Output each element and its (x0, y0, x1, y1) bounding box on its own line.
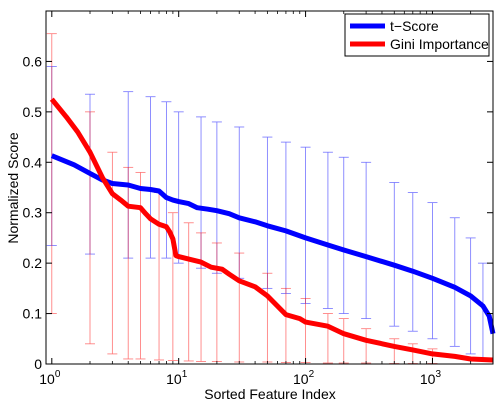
legend-label: t−Score (390, 18, 439, 34)
errorbar-gini (361, 328, 372, 364)
errorbar-t-score (300, 146, 311, 304)
errorbar-t-score (427, 202, 438, 340)
errorbar-t-score (262, 136, 273, 289)
errorbar-t-score (280, 141, 291, 294)
errorbar-gini (46, 33, 57, 314)
legend: t−Score Gini Importance (344, 13, 490, 57)
errorbar-t-score (173, 111, 184, 264)
x-tick-label: 101 (166, 369, 188, 387)
errorbar-t-score (449, 217, 460, 347)
errorbar-gini (338, 318, 349, 364)
errorbar-t-score (145, 96, 156, 259)
y-tick-label: 0.5 (23, 104, 43, 120)
errorbar-t-score (338, 156, 349, 314)
x-tick-label: 102 (293, 369, 315, 387)
y-tick-label: 0.6 (23, 53, 43, 69)
y-tick-label: 0.2 (23, 255, 43, 271)
errorbar-gini (123, 166, 134, 360)
x-tick-label: 100 (39, 369, 61, 387)
y-tick-label: 0.1 (23, 306, 43, 322)
errorbar-t-score (407, 192, 418, 332)
errorbar-gini (135, 171, 146, 360)
legend-label: Gini Importance (390, 36, 489, 52)
axis-ticks: 100 101 102 103 0 0.1 0.2 0.3 0.4 0.5 0.6 (23, 10, 494, 387)
errorbar-gini (196, 232, 207, 362)
plot-area (46, 33, 496, 364)
x-axis-label: Sorted Feature Index (204, 386, 336, 402)
errorbar-gini (154, 192, 165, 361)
errorbar-gini (211, 242, 222, 362)
errorbar-gini (262, 272, 273, 363)
errorbar-gini (183, 222, 194, 362)
errorbar-t-score (322, 151, 333, 309)
errorbar-t-score (161, 101, 172, 259)
y-tick-label: 0.4 (23, 154, 43, 170)
y-tick-label: 0 (34, 356, 42, 372)
errorbar-gini (322, 313, 333, 364)
series-line-gini-importance (49, 97, 494, 363)
errorbar-t-score (389, 182, 400, 327)
errorbar-gini (389, 338, 400, 364)
errorbar-gini (234, 252, 245, 363)
y-axis-label: Normalized Score (5, 132, 21, 243)
x-tick-label: 103 (420, 369, 442, 387)
series-line-t-score (50, 153, 496, 335)
axes-frame (45, 10, 494, 365)
errorbar-gini (300, 298, 311, 363)
errorbar-gini (280, 287, 291, 363)
y-tick-label: 0.3 (23, 205, 43, 221)
errorbar-t-score (361, 161, 372, 320)
legend-box (344, 13, 490, 57)
